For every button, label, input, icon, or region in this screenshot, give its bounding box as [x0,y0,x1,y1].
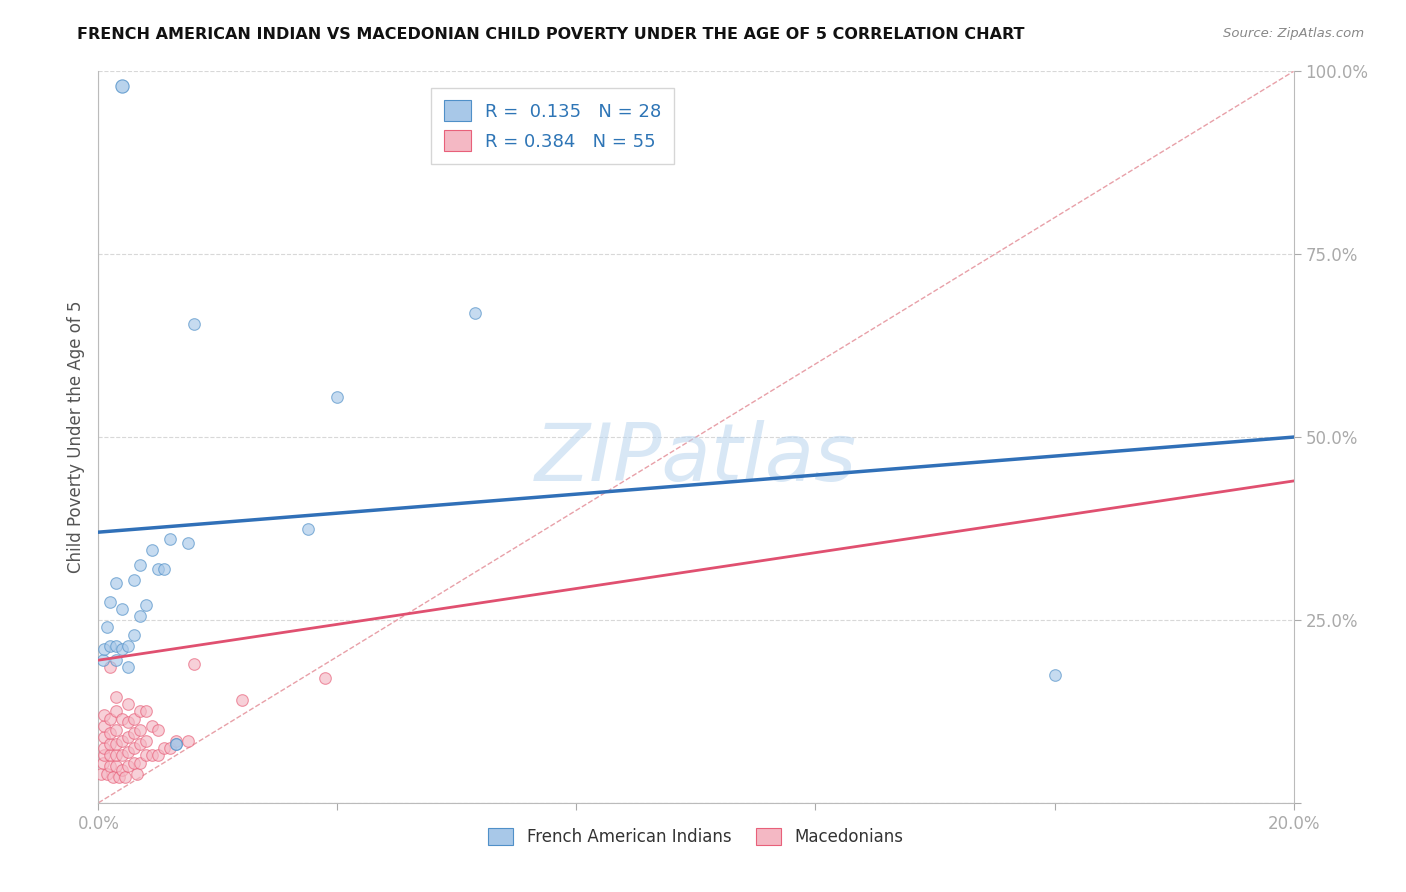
Point [98,712,122,726]
Point [165,737,187,751]
Point [98,759,122,773]
Point [464,306,486,320]
Point [165,733,187,747]
Point [105,723,128,737]
Point [105,639,128,653]
Point [93,642,115,657]
Point [93,740,115,755]
Point [117,730,139,744]
Point [124,627,146,641]
Point [111,602,134,616]
Point [90,766,112,780]
Point [148,748,170,763]
Point [105,748,128,763]
Point [96,620,118,634]
Point [98,737,122,751]
Point [93,708,115,723]
Point [135,733,157,747]
Point [129,705,152,719]
Point [141,719,163,733]
Point [177,536,200,550]
Point [129,558,152,573]
Point [124,573,146,587]
Text: ZIPatlas: ZIPatlas [534,420,858,498]
Point [129,609,152,624]
Point [231,693,253,707]
Point [124,756,146,770]
Point [93,748,115,763]
Point [177,733,200,747]
Point [98,726,122,740]
Point [117,660,139,674]
Point [1043,667,1066,681]
Point [98,639,122,653]
Point [148,562,170,576]
Point [91,756,114,770]
Point [297,521,319,535]
Point [117,697,139,711]
Point [159,740,181,755]
Point [111,733,134,747]
Text: FRENCH AMERICAN INDIAN VS MACEDONIAN CHILD POVERTY UNDER THE AGE OF 5 CORRELATIO: FRENCH AMERICAN INDIAN VS MACEDONIAN CHI… [77,27,1025,42]
Point [117,759,139,773]
Point [111,763,134,777]
Point [117,715,139,730]
Point [165,737,187,751]
Point [93,719,115,733]
Point [153,562,176,576]
Point [114,770,136,784]
Point [108,770,131,784]
Point [129,723,152,737]
Point [124,712,146,726]
Point [91,653,114,667]
Point [124,726,146,740]
Point [105,759,128,773]
Point [183,317,205,331]
Point [105,737,128,751]
Point [141,748,163,763]
Point [135,599,157,613]
Point [153,740,176,755]
Point [105,690,128,704]
Point [148,723,170,737]
Point [135,748,157,763]
Point [326,390,349,404]
Point [315,672,337,686]
Point [129,737,152,751]
Point [93,730,115,744]
Point [159,533,181,547]
Text: Source: ZipAtlas.com: Source: ZipAtlas.com [1223,27,1364,40]
Point [124,740,146,755]
Point [111,642,134,657]
Point [98,660,122,674]
Point [96,766,118,780]
Point [111,748,134,763]
Point [98,594,122,608]
Point [127,766,149,780]
Point [103,770,125,784]
Point [111,712,134,726]
Point [105,653,128,667]
Point [105,576,128,591]
Legend: French American Indians, Macedonians: French American Indians, Macedonians [482,822,910,853]
Point [117,639,139,653]
Y-axis label: Child Poverty Under the Age of 5: Child Poverty Under the Age of 5 [66,301,84,574]
Point [98,748,122,763]
Point [105,705,128,719]
Point [183,657,205,671]
Point [135,705,157,719]
Point [129,756,152,770]
Point [141,543,163,558]
Point [111,78,134,93]
Point [117,745,139,759]
